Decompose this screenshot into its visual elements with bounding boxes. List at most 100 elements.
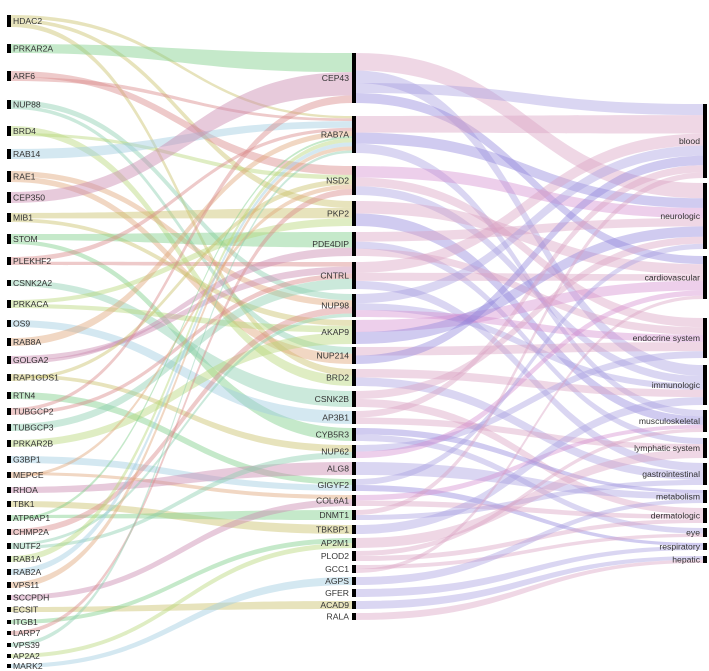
diagram-nodes: HDAC2 PRKAR2A ARF6 NUP88 BRD4 RAB14 RAE1 CEP350… [7, 15, 707, 671]
middle-node [352, 391, 356, 407]
middle-node [352, 601, 356, 609]
left-node-label: NUTF2 [13, 541, 41, 551]
flow-link [11, 472, 352, 500]
left-node-label: RAP1GDS1 [13, 373, 59, 383]
right-node [703, 490, 707, 503]
flow-link [356, 177, 703, 328]
flow-link [356, 462, 703, 500]
right-node-label: gastrointestinal [642, 469, 700, 479]
flow-link [356, 236, 703, 399]
right-node [703, 318, 707, 358]
flow-link [11, 184, 352, 479]
middle-node-label: PDE4DIP [312, 239, 349, 249]
middle-node [352, 538, 356, 548]
flow-link [356, 479, 703, 520]
flow-link [356, 186, 703, 384]
flow-link [356, 143, 703, 417]
flow-link [11, 121, 352, 159]
left-node [7, 149, 11, 159]
flow-link [11, 218, 352, 304]
flow-link [11, 247, 352, 364]
right-node-label: neurologic [660, 211, 700, 221]
left-node [7, 15, 11, 27]
left-node-label: ECSIT [13, 605, 39, 615]
flow-link [11, 218, 352, 326]
flow-link [356, 369, 703, 398]
flow-link [356, 280, 703, 332]
middle-node [352, 479, 356, 491]
flow-link [356, 559, 703, 620]
middle-node-label: ALG8 [327, 464, 349, 474]
left-node [7, 234, 11, 244]
flow-link [11, 273, 352, 415]
middle-node [352, 577, 356, 585]
flow-link [356, 70, 703, 376]
flow-link [11, 136, 352, 521]
left-node [7, 126, 11, 136]
flow-link [11, 100, 352, 301]
flow-link [356, 449, 703, 548]
flow-link [356, 145, 703, 304]
left-node [7, 192, 11, 203]
left-node-label: MARK2 [13, 661, 43, 671]
right-node-label: lymphatic system [634, 443, 700, 453]
left-node [7, 472, 11, 478]
flow-link [356, 172, 703, 515]
middle-node-label: DNMT1 [319, 510, 349, 520]
left-node-label: PLEKHF2 [13, 256, 51, 266]
flow-link [11, 374, 352, 452]
middle-node [352, 294, 356, 317]
flow-link [11, 142, 352, 575]
left-node [7, 320, 11, 327]
flow-link [11, 577, 352, 668]
flow-link [11, 499, 352, 600]
flow-link [356, 500, 703, 519]
flow-link [356, 546, 703, 597]
middle-node-label: CYB5R3 [316, 430, 350, 440]
left-node-label: ARF6 [13, 71, 35, 81]
middle-node [352, 613, 356, 620]
right-node-label: eye [686, 528, 700, 538]
flow-link [11, 280, 352, 407]
flow-link [356, 399, 703, 515]
left-node [7, 620, 11, 624]
middle-node-label: AP3B1 [322, 413, 349, 423]
left-node [7, 456, 11, 463]
flow-link [11, 543, 352, 658]
flow-link [11, 71, 352, 175]
flow-link [11, 77, 352, 122]
flow-link [11, 601, 352, 612]
flow-link [356, 243, 703, 485]
flow-link [356, 428, 703, 494]
middle-node-label: CSNK2B [315, 394, 350, 404]
middle-node [352, 589, 356, 597]
left-node [7, 643, 11, 647]
flow-link [11, 452, 352, 549]
middle-node-label: NSD2 [326, 176, 349, 186]
flow-link [356, 280, 703, 472]
left-node-label: SCCPDH [13, 593, 49, 603]
left-node [7, 664, 11, 668]
left-node-label: GOLGA2 [13, 355, 49, 365]
left-node-label: MIB1 [13, 213, 33, 223]
flow-link [11, 126, 352, 386]
left-node [7, 213, 11, 222]
left-node-label: HDAC2 [13, 16, 42, 26]
flow-link [11, 456, 352, 491]
flow-link [11, 150, 352, 647]
left-node [7, 171, 11, 182]
left-node-label: ATP6AP1 [13, 513, 50, 523]
right-node [703, 365, 707, 405]
left-node-label: CSNK2A2 [13, 278, 52, 288]
left-node [7, 440, 11, 447]
flow-link [356, 434, 703, 534]
left-node-label: TUBGCP3 [13, 423, 54, 433]
left-node-label: TBK1 [13, 499, 35, 509]
right-node [703, 508, 707, 523]
left-node-label: G3BP1 [13, 455, 41, 465]
flow-link [11, 18, 352, 208]
middle-node [352, 369, 356, 386]
left-node [7, 356, 11, 364]
flow-links [11, 15, 703, 668]
